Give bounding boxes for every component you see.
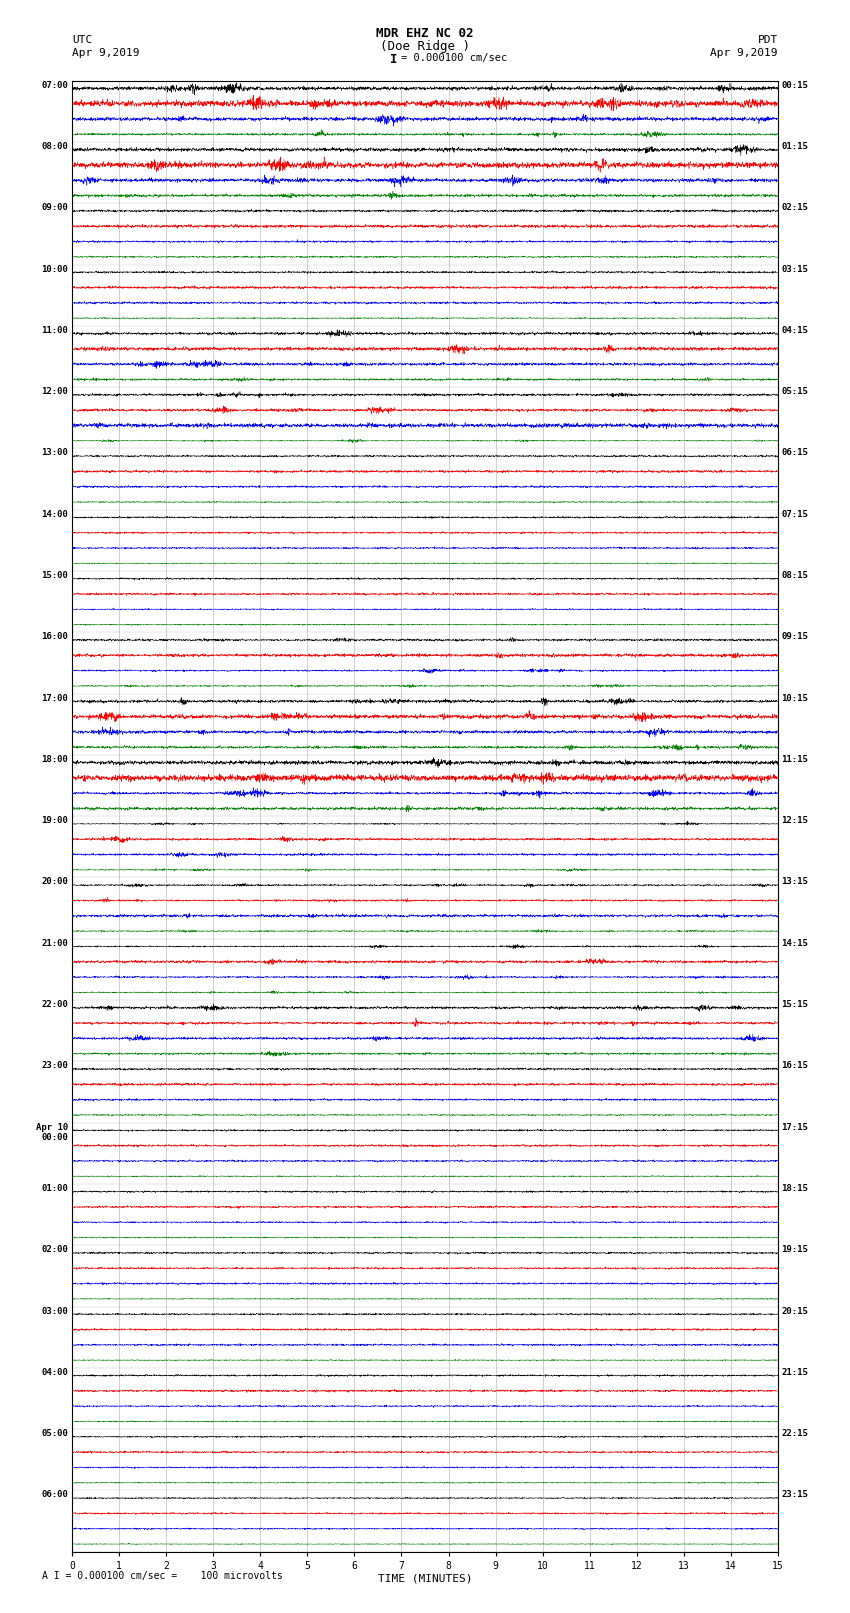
Text: 09:00: 09:00 xyxy=(42,203,69,213)
Text: 02:15: 02:15 xyxy=(781,203,808,213)
Text: 05:00: 05:00 xyxy=(42,1429,69,1439)
Text: 17:15: 17:15 xyxy=(781,1123,808,1132)
Text: Apr 9,2019: Apr 9,2019 xyxy=(72,48,139,58)
Text: 04:00: 04:00 xyxy=(42,1368,69,1378)
Text: 23:15: 23:15 xyxy=(781,1490,808,1500)
Text: 08:00: 08:00 xyxy=(42,142,69,152)
Text: 10:00: 10:00 xyxy=(42,265,69,274)
Text: 11:00: 11:00 xyxy=(42,326,69,336)
Text: 16:15: 16:15 xyxy=(781,1061,808,1071)
Text: 08:15: 08:15 xyxy=(781,571,808,581)
Text: 01:15: 01:15 xyxy=(781,142,808,152)
Text: 13:00: 13:00 xyxy=(42,448,69,458)
Text: 22:00: 22:00 xyxy=(42,1000,69,1010)
Text: 17:00: 17:00 xyxy=(42,694,69,703)
Text: Apr 9,2019: Apr 9,2019 xyxy=(711,48,778,58)
Text: 22:15: 22:15 xyxy=(781,1429,808,1439)
Text: MDR EHZ NC 02: MDR EHZ NC 02 xyxy=(377,27,473,40)
Text: 04:15: 04:15 xyxy=(781,326,808,336)
Text: 10:15: 10:15 xyxy=(781,694,808,703)
Text: 14:00: 14:00 xyxy=(42,510,69,519)
Text: 07:15: 07:15 xyxy=(781,510,808,519)
Text: 20:00: 20:00 xyxy=(42,877,69,887)
Text: 15:15: 15:15 xyxy=(781,1000,808,1010)
Text: UTC: UTC xyxy=(72,35,93,45)
Text: A I = 0.000100 cm/sec =    100 microvolts: A I = 0.000100 cm/sec = 100 microvolts xyxy=(42,1571,283,1581)
Text: 14:15: 14:15 xyxy=(781,939,808,948)
Text: 12:15: 12:15 xyxy=(781,816,808,826)
Text: 03:15: 03:15 xyxy=(781,265,808,274)
Text: Apr 10
00:00: Apr 10 00:00 xyxy=(37,1123,69,1142)
Text: (Doe Ridge ): (Doe Ridge ) xyxy=(380,40,470,53)
Text: 01:00: 01:00 xyxy=(42,1184,69,1194)
Text: 16:00: 16:00 xyxy=(42,632,69,642)
Text: PDT: PDT xyxy=(757,35,778,45)
X-axis label: TIME (MINUTES): TIME (MINUTES) xyxy=(377,1574,473,1584)
Text: 12:00: 12:00 xyxy=(42,387,69,397)
Text: 06:00: 06:00 xyxy=(42,1490,69,1500)
Text: 15:00: 15:00 xyxy=(42,571,69,581)
Text: 21:00: 21:00 xyxy=(42,939,69,948)
Text: 03:00: 03:00 xyxy=(42,1307,69,1316)
Text: 11:15: 11:15 xyxy=(781,755,808,765)
Text: 23:00: 23:00 xyxy=(42,1061,69,1071)
Text: 00:15: 00:15 xyxy=(781,81,808,90)
Text: 07:00: 07:00 xyxy=(42,81,69,90)
Text: 02:00: 02:00 xyxy=(42,1245,69,1255)
Text: 19:00: 19:00 xyxy=(42,816,69,826)
Text: 13:15: 13:15 xyxy=(781,877,808,887)
Text: 05:15: 05:15 xyxy=(781,387,808,397)
Text: I: I xyxy=(390,53,397,66)
Text: 18:15: 18:15 xyxy=(781,1184,808,1194)
Text: 21:15: 21:15 xyxy=(781,1368,808,1378)
Text: 06:15: 06:15 xyxy=(781,448,808,458)
Text: = 0.000100 cm/sec: = 0.000100 cm/sec xyxy=(401,53,507,63)
Text: 18:00: 18:00 xyxy=(42,755,69,765)
Text: 20:15: 20:15 xyxy=(781,1307,808,1316)
Text: 19:15: 19:15 xyxy=(781,1245,808,1255)
Text: 09:15: 09:15 xyxy=(781,632,808,642)
